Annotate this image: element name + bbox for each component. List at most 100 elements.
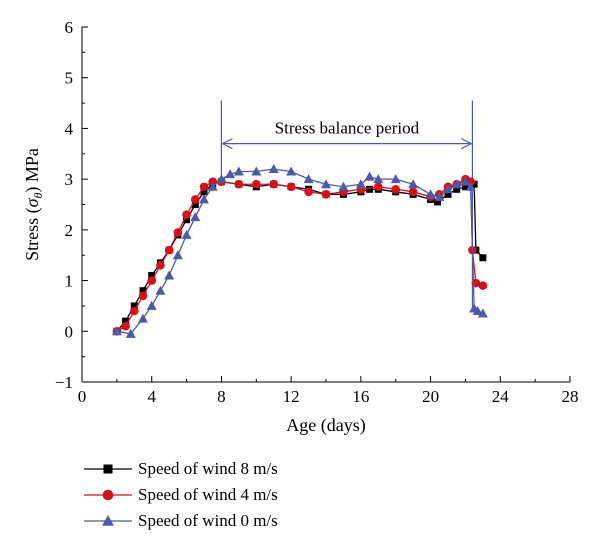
data-point-triangle bbox=[303, 174, 314, 184]
data-point-triangle bbox=[364, 171, 375, 181]
data-point-circle bbox=[173, 228, 183, 237]
data-point-circle bbox=[321, 190, 331, 199]
data-point-square bbox=[461, 183, 469, 191]
x-tick-label: 16 bbox=[352, 387, 369, 406]
data-point-circle bbox=[121, 321, 130, 331]
data-point-triangle bbox=[199, 194, 209, 204]
data-point-triangle bbox=[443, 184, 453, 194]
x-tick-label: 0 bbox=[78, 387, 87, 406]
data-point-triangle bbox=[355, 179, 366, 189]
data-point-circle bbox=[138, 291, 148, 301]
data-point-triangle bbox=[155, 285, 166, 295]
data-point-square bbox=[183, 216, 191, 224]
data-point-triangle bbox=[434, 191, 445, 201]
data-point-circle bbox=[129, 306, 139, 316]
data-point-circle bbox=[408, 187, 418, 197]
data-point-circle bbox=[190, 195, 200, 204]
data-point-triangle bbox=[225, 169, 236, 179]
series-circle bbox=[112, 174, 488, 336]
data-point-square bbox=[200, 188, 208, 196]
data-point-triangle bbox=[190, 212, 201, 222]
legend-item-wind-8: Speed of wind 8 m/s bbox=[84, 456, 278, 482]
legend-label: Speed of wind 4 m/s bbox=[138, 485, 278, 504]
x-tick-label: 28 bbox=[562, 387, 579, 406]
data-point-circle bbox=[478, 281, 488, 290]
data-point-circle bbox=[164, 245, 174, 255]
data-point-triangle bbox=[390, 174, 401, 184]
series-line bbox=[116, 168, 484, 335]
data-point-square bbox=[470, 180, 478, 188]
series-triangle bbox=[111, 164, 488, 338]
data-point-triangle bbox=[465, 181, 476, 191]
annotation-arrow-right-head bbox=[461, 138, 472, 150]
data-point-circle bbox=[234, 179, 244, 189]
data-point-triangle bbox=[286, 166, 297, 176]
data-point-square bbox=[444, 190, 452, 198]
data-point-circle bbox=[304, 187, 313, 197]
data-point-triangle bbox=[181, 229, 192, 239]
data-point-triangle bbox=[216, 174, 227, 184]
y-tick-label: 5 bbox=[65, 69, 74, 88]
data-point-circle bbox=[373, 182, 383, 192]
x-tick-label: 8 bbox=[217, 387, 226, 406]
data-point-triangle bbox=[425, 189, 436, 199]
y-axis-label: Stress (σθ) MPa bbox=[22, 148, 45, 261]
x-tick-label: 24 bbox=[492, 387, 510, 406]
data-point-circle bbox=[199, 182, 209, 192]
data-point-circle bbox=[269, 179, 279, 189]
data-point-square bbox=[148, 272, 156, 279]
series-square bbox=[113, 178, 487, 335]
data-point-triangle bbox=[477, 308, 488, 318]
data-point-square bbox=[453, 185, 461, 193]
data-point-triangle bbox=[472, 306, 483, 315]
data-point-square bbox=[130, 302, 138, 310]
data-point-triangle bbox=[460, 176, 471, 186]
data-point-triangle bbox=[138, 313, 148, 323]
x-tick-label: 20 bbox=[422, 387, 439, 406]
data-point-square bbox=[479, 254, 487, 262]
data-point-circle bbox=[391, 184, 401, 194]
data-point-triangle bbox=[373, 174, 384, 184]
data-point-triangle bbox=[408, 179, 419, 189]
data-point-triangle bbox=[321, 179, 331, 189]
data-point-circle bbox=[208, 177, 218, 186]
data-point-circle bbox=[286, 182, 296, 192]
data-point-square bbox=[139, 287, 147, 295]
y-tick-label: 1 bbox=[65, 272, 74, 291]
y-tick-label: 3 bbox=[65, 170, 74, 189]
legend-item-wind-0: Speed of wind 0 m/s bbox=[84, 508, 278, 534]
legend-swatch-circle bbox=[84, 489, 132, 501]
data-point-triangle bbox=[268, 164, 279, 173]
data-point-triangle bbox=[111, 326, 122, 336]
series-layer bbox=[111, 164, 488, 338]
annotation-arrow-left-head bbox=[222, 138, 233, 150]
data-point-square bbox=[191, 201, 199, 208]
data-point-circle bbox=[251, 179, 261, 189]
data-point-triangle bbox=[207, 181, 218, 191]
data-point-circle bbox=[147, 276, 157, 285]
x-tick-label: 12 bbox=[283, 387, 300, 406]
y-tick-label: 2 bbox=[65, 221, 74, 240]
data-point-circle bbox=[182, 210, 191, 219]
y-tick-label: 0 bbox=[65, 322, 74, 341]
data-point-square bbox=[122, 317, 130, 325]
legend: Speed of wind 8 m/s Speed of wind 4 m/s … bbox=[84, 456, 278, 534]
data-point-triangle bbox=[102, 515, 114, 526]
data-point-triangle bbox=[164, 270, 175, 280]
legend-label: Speed of wind 8 m/s bbox=[138, 459, 278, 478]
data-point-triangle bbox=[451, 179, 462, 189]
annotation-layer bbox=[220, 100, 473, 311]
data-point-triangle bbox=[338, 181, 349, 191]
data-point-square bbox=[366, 185, 374, 193]
y-tick-label: 4 bbox=[65, 119, 74, 138]
x-axis-label: Age (days) bbox=[286, 415, 365, 436]
data-point-circle bbox=[156, 261, 165, 270]
legend-label: Speed of wind 0 m/s bbox=[138, 511, 278, 530]
data-point-triangle bbox=[233, 166, 244, 176]
stress-balance-label: Stress balance period bbox=[275, 119, 420, 138]
series-line bbox=[116, 181, 484, 332]
y-tick-label: −1 bbox=[55, 373, 73, 392]
y-tick-label: 6 bbox=[65, 18, 74, 37]
